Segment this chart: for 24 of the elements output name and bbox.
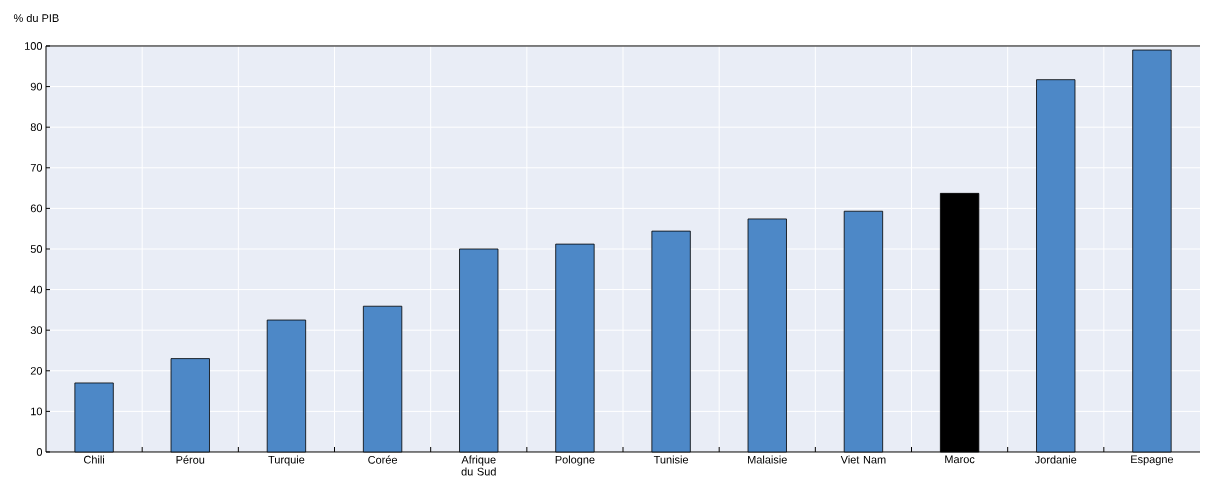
x-tick-label: Maroc xyxy=(945,455,975,464)
y-tick-label: 50 xyxy=(30,245,43,253)
y-tick-label: 10 xyxy=(31,407,43,416)
y-axis-title: % du PIB xyxy=(13,13,59,23)
x-tick-label: Afrique du Sud xyxy=(461,455,496,476)
y-tick-label: 90 xyxy=(30,82,43,91)
y-tick-label: 100 xyxy=(25,42,43,50)
y-tick-label: 0 xyxy=(36,448,43,456)
x-tick-label: Espagne xyxy=(1131,455,1174,466)
y-tick-label: 80 xyxy=(30,123,43,132)
y-tick-label: 70 xyxy=(30,163,43,172)
x-tick-label: Pologne xyxy=(555,455,595,466)
x-tick-label: Chili xyxy=(84,455,105,464)
x-tick-label: Malaisie xyxy=(748,455,787,464)
x-tick-label: Jordanie xyxy=(1034,455,1077,464)
x-tick-label: Turquie xyxy=(268,455,305,466)
x-tick-label: Corée xyxy=(368,455,398,464)
x-tick-label: Tunisie xyxy=(653,455,689,464)
y-tick-label: 40 xyxy=(30,285,43,294)
y-tick-label: 60 xyxy=(30,204,43,213)
x-tick-label: Pérou xyxy=(176,455,205,464)
x-tick-label: Viet Nam xyxy=(840,455,886,464)
y-tick-label: 20 xyxy=(30,366,43,375)
y-tick-label: 30 xyxy=(30,326,43,335)
